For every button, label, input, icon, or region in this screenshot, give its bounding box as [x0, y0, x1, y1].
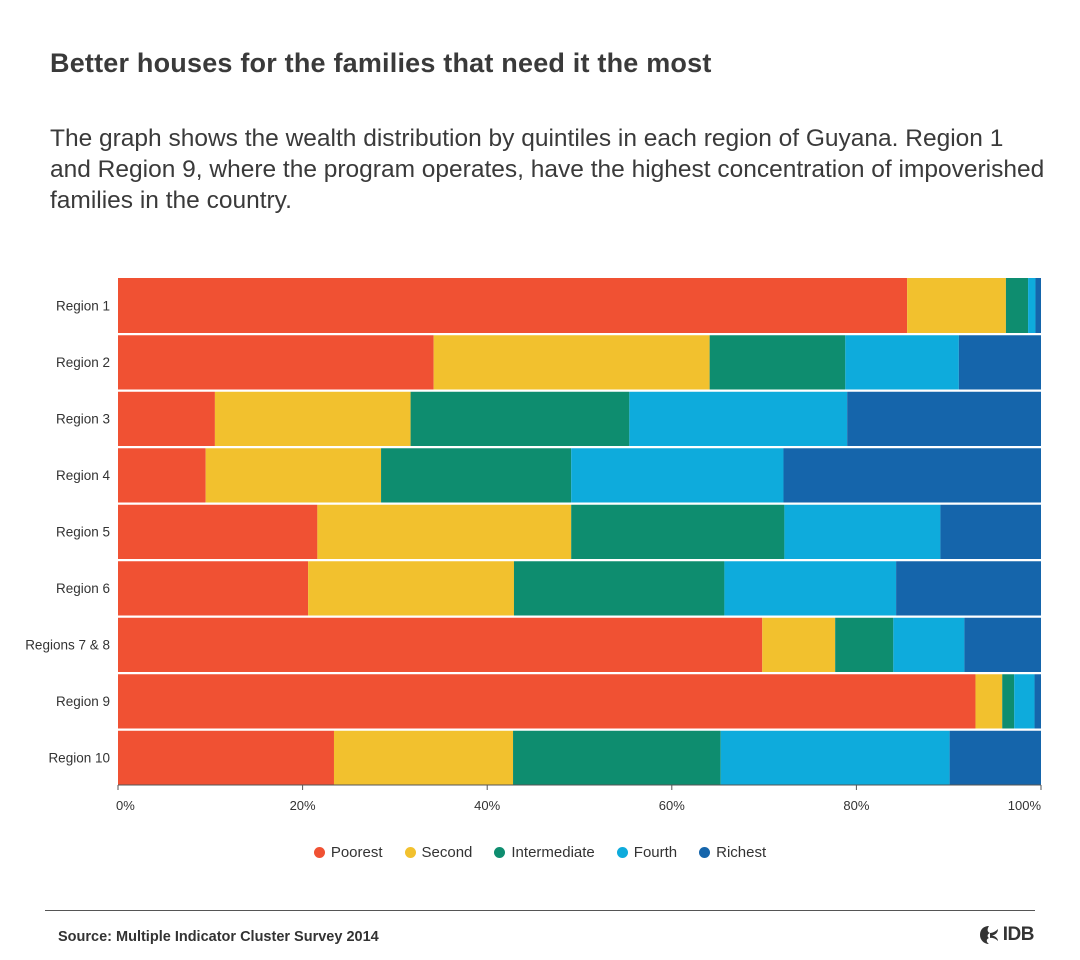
category-label: Region 2 [56, 355, 110, 370]
bar-second-7 [762, 617, 836, 672]
row-separator [118, 446, 1041, 449]
legend-label: Richest [716, 844, 767, 861]
bar-richest-4 [783, 447, 1041, 503]
bar-intermediate-4 [381, 447, 572, 503]
bar-poorest-4 [118, 447, 206, 503]
category-label: Region 9 [56, 694, 110, 709]
row-separator [118, 390, 1041, 392]
bar-fourth-8 [1014, 673, 1035, 729]
x-tick-label: 60% [659, 798, 685, 813]
bar-second-2 [433, 334, 710, 390]
bar-fourth-5 [784, 504, 941, 559]
row-separator [118, 333, 1041, 336]
bar-second-6 [308, 560, 514, 616]
x-tick-label: 0% [116, 798, 135, 813]
row-separator [118, 503, 1041, 505]
category-label: Region 4 [56, 468, 111, 483]
bar-poorest-7 [118, 617, 763, 672]
bar-richest-9 [949, 730, 1041, 785]
bar-richest-8 [1034, 673, 1041, 729]
category-label: Region 3 [56, 412, 110, 427]
bar-fourth-6 [724, 560, 897, 616]
legend-label: Fourth [633, 844, 678, 861]
row-separator [118, 729, 1041, 731]
bar-fourth-9 [720, 730, 950, 785]
idb-logo: IDB [978, 924, 1035, 946]
bar-poorest-6 [118, 560, 309, 616]
legend-item-intermediate: Intermediate [494, 844, 595, 861]
bar-fourth-7 [893, 617, 965, 672]
bar-second-5 [317, 504, 572, 559]
bar-richest-5 [940, 504, 1041, 559]
chart-subtitle: The graph shows the wealth distribution … [50, 125, 1045, 214]
x-axis-ticks: 0% 20% 40% 60% 80% 100% [116, 784, 1042, 813]
legend-label: Intermediate [511, 844, 595, 861]
legend-dot-icon [404, 847, 416, 858]
legend-label: Second [421, 844, 473, 861]
bar-richest-2 [958, 334, 1041, 390]
bar-intermediate-6 [513, 560, 725, 616]
legend-item-fourth: Fourth [616, 844, 678, 861]
bar-second-3 [214, 391, 411, 446]
legend-item-richest: Richest [699, 844, 766, 861]
x-tick-label: 100% [1008, 798, 1042, 813]
category-label: Region 1 [56, 299, 110, 314]
x-tick-label: 20% [290, 798, 316, 813]
row-separator [118, 616, 1041, 618]
bar-intermediate-7 [835, 617, 894, 672]
bar-intermediate-3 [410, 391, 630, 446]
category-label: Region 6 [56, 581, 110, 596]
stacked-bar-chart: Region 1 Region 2 Region 3 Region 4 Region 5… [25, 278, 1042, 813]
category-labels: Region 1 Region 2 Region 3 Region 4 Region 5… [25, 299, 110, 766]
footer-divider [45, 910, 1035, 911]
legend-item-second: Second [404, 844, 473, 861]
bar-richest-6 [896, 560, 1041, 616]
bar-poorest-9 [118, 730, 334, 785]
bar-intermediate-5 [571, 504, 785, 559]
bar-richest-1 [1035, 278, 1041, 333]
bar-second-9 [333, 730, 514, 785]
legend-dot-icon [494, 847, 506, 858]
bar-second-4 [205, 447, 382, 503]
x-tick-label: 80% [843, 798, 869, 813]
chart-title: Better houses for the families that need… [50, 48, 712, 78]
bar-intermediate-9 [513, 730, 721, 785]
row-separator [118, 559, 1041, 562]
legend-dot-icon [616, 847, 628, 858]
bar-intermediate-2 [709, 334, 846, 390]
bar-fourth-2 [845, 334, 959, 390]
idb-emblem-icon [979, 926, 998, 944]
bar-second-1 [907, 278, 1006, 333]
legend-label: Poorest [330, 844, 383, 861]
legend: Poorest Second Intermediate Fourth Richest [0, 844, 1080, 861]
bar-poorest-2 [118, 334, 434, 390]
category-label: Regions 7 & 8 [25, 638, 110, 653]
legend-dot-icon [313, 847, 325, 858]
category-label: Region 10 [48, 751, 110, 766]
row-separator [118, 672, 1041, 675]
bar-fourth-3 [629, 391, 848, 446]
bar-fourth-4 [571, 447, 784, 503]
bar-richest-3 [847, 391, 1041, 446]
legend-item-poorest: Poorest [313, 844, 383, 861]
bar-intermediate-8 [1002, 673, 1015, 729]
bar-second-8 [975, 673, 1003, 729]
category-label: Region 5 [56, 525, 110, 540]
bar-poorest-1 [118, 278, 908, 333]
legend-dot-icon [699, 847, 711, 858]
bars-layer [118, 278, 1041, 785]
x-tick-label: 40% [474, 798, 500, 813]
bar-fourth-1 [1028, 278, 1036, 333]
logo-text: IDB [1002, 924, 1035, 945]
source-note: Source: Multiple Indicator Cluster Surve… [58, 929, 379, 945]
bar-intermediate-1 [1005, 278, 1029, 333]
bar-richest-7 [964, 617, 1041, 672]
bar-poorest-8 [118, 673, 976, 729]
bar-poorest-3 [118, 391, 215, 446]
bar-poorest-5 [118, 504, 318, 559]
